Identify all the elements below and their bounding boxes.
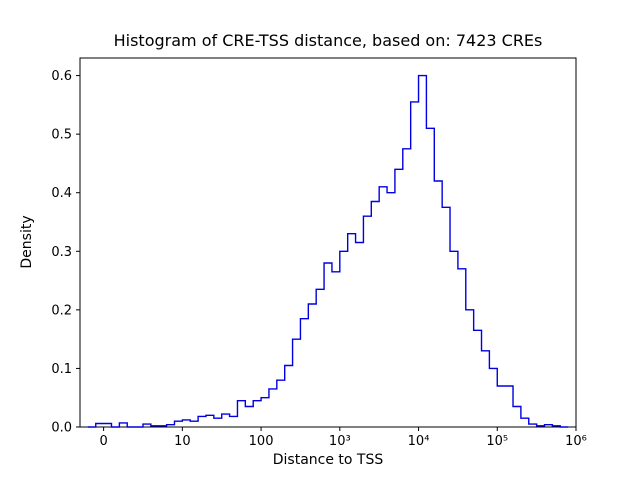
x-tick-label: 10 — [174, 434, 191, 449]
axes-box — [79, 57, 577, 428]
y-tick-label: 0.3 — [51, 245, 72, 260]
y-tick-label: 0.0 — [51, 421, 72, 436]
y-tick-label: 0.1 — [51, 362, 72, 377]
x-tick-label: 10⁵ — [486, 434, 508, 449]
x-tick-label: 0 — [99, 434, 107, 449]
x-tick-label: 10³ — [329, 434, 351, 449]
x-tick-label: 100 — [249, 434, 274, 449]
y-tick-label: 0.4 — [51, 186, 72, 201]
y-tick-label: 0.5 — [51, 128, 72, 143]
y-tick-label: 0.6 — [51, 69, 72, 84]
chart-title: Histogram of CRE-TSS distance, based on:… — [113, 31, 543, 50]
y-tick-label: 0.2 — [51, 303, 72, 318]
y-axis-label: Density — [19, 215, 35, 269]
x-axis-label: Distance to TSS — [272, 452, 384, 468]
histogram-step-line — [87, 74, 569, 428]
x-tick-label: 10⁶ — [565, 434, 587, 449]
x-tick-label: 10⁴ — [408, 434, 430, 449]
